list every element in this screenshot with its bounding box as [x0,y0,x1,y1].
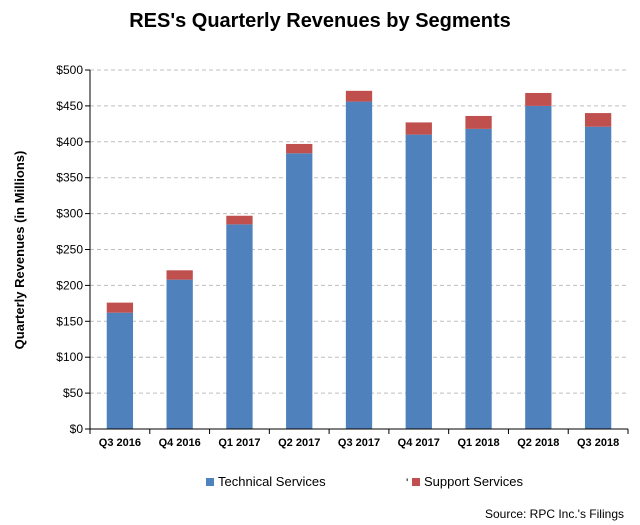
x-tick-label: Q3 2018 [577,437,619,449]
x-tick-label: Q3 2016 [99,437,141,449]
x-tick-label: Q1 2018 [457,437,499,449]
legend-label: Support Services [424,474,523,489]
y-tick-label: $50 [63,386,83,400]
x-tick-label: Q4 2016 [159,437,201,449]
legend: Technical Services Support Services [206,474,523,489]
bar-segment [286,153,313,429]
y-tick-label: $150 [56,314,83,328]
legend-swatch [412,478,420,486]
bars [106,90,612,430]
source-note: Source: RPC Inc.'s Filings [485,507,624,521]
x-tick-label: Q3 2017 [338,437,380,449]
bar-segment [405,134,432,429]
legend-swatch [206,478,214,486]
x-tick-label: Q2 2018 [517,437,559,449]
bar-segment [584,113,612,127]
bar-segment [166,270,193,280]
y-tick-label: $500 [56,63,83,77]
bar-segment [286,143,313,154]
bar-segment [106,302,134,313]
y-axis-label: Quarterly Revenues (in Millions) [12,151,27,350]
y-tick-label: $300 [56,207,83,221]
bar-segment [345,90,373,102]
y-tick-label: $350 [56,171,83,185]
bar-segment [525,92,552,106]
bar-segment [226,224,253,429]
y-tick-label: $400 [56,135,83,149]
y-axis-ticks: $0 $50 $100 $150 $200 $250 $300 $350 $400 $450 $50… [56,63,90,436]
bar-segment [465,128,492,429]
y-tick-label: $450 [56,99,83,113]
x-axis-ticks: Q3 2016 Q4 2016 Q1 2017 Q2 2017 Q3 2017 Q4 20… [89,429,629,449]
bar-segment [405,122,432,135]
stray-mark: ' [406,476,408,490]
x-tick-label: Q2 2017 [278,437,320,449]
legend-label: Technical Services [218,474,326,489]
bar-segment [465,115,492,129]
bar-segment [106,312,134,429]
x-tick-label: Q4 2017 [398,437,440,449]
bar-segment [584,126,612,430]
bar-segment [525,105,552,430]
y-tick-label: $200 [56,278,83,292]
x-tick-label: Q1 2017 [218,437,260,449]
bar-segment [226,215,253,225]
y-tick-label: $100 [56,350,83,364]
bar-segment [166,279,193,429]
chart-title: RES's Quarterly Revenues by Segments [129,10,511,32]
y-tick-label: $250 [56,243,83,257]
y-tick-label: $0 [70,422,84,436]
bar-segment [345,101,373,429]
